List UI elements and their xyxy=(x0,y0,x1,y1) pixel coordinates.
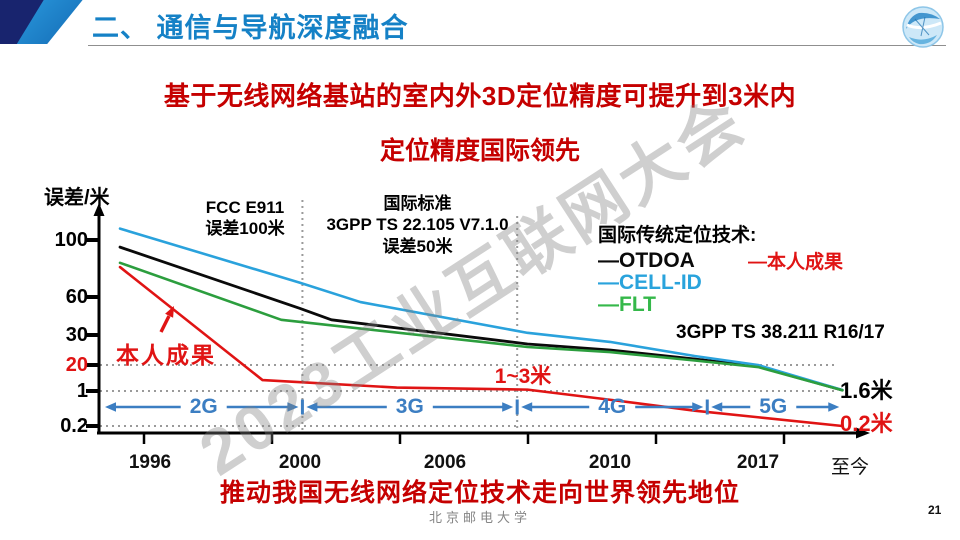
legend-label-otdoa: OTDOA xyxy=(619,249,695,272)
std-line2: 3GPP TS 22.105 V7.1.0 xyxy=(326,215,509,235)
gen-arrowhead-right-icon xyxy=(828,402,840,412)
x-tick-label-2000: 2000 xyxy=(278,452,322,473)
annotation-end-0p2m: 0.2米 xyxy=(840,411,893,436)
annotation-my-result: 本人成果 xyxy=(116,342,216,368)
series-line-FLT xyxy=(118,261,844,392)
legend: 国际传统定位技术: —OTDOA —本人成果 —CELL-ID —FLT 3GP… xyxy=(598,220,918,344)
legend-dash-cellid: — xyxy=(598,271,619,294)
legend-label-cellid: CELL-ID xyxy=(619,271,702,294)
legend-dash-otdoa: — xyxy=(598,249,619,272)
fcc-line2: 误差100米 xyxy=(205,219,285,239)
headline: 基于无线网络基站的室内外3D定位精度可提升到3米内 xyxy=(163,81,797,111)
x-axis-arrow-icon xyxy=(856,427,870,439)
annotation-fcc-e911: FCC E911 误差100米 xyxy=(180,197,310,240)
y-tick-label-0.2: 0.2 xyxy=(60,415,88,437)
x-tick-label-2006: 2006 xyxy=(423,452,467,473)
logo-globe-icon xyxy=(901,5,945,49)
gen-arrowhead-left-icon xyxy=(105,402,116,412)
y-tick-label-60: 60 xyxy=(65,286,88,308)
gen-label-3G: 3G xyxy=(395,395,424,418)
legend-title: 国际传统定位技术: xyxy=(598,225,757,246)
x-tick-label-2017: 2017 xyxy=(736,452,780,473)
x-tick-label-1996: 1996 xyxy=(128,452,172,473)
legend-row-cellid: —CELL-ID xyxy=(598,272,918,294)
gen-arrowhead-right-icon xyxy=(502,402,514,412)
legend-note-3gpp-r16: 3GPP TS 38.211 R16/17 xyxy=(676,322,885,343)
footer-university: 北京邮电大学 xyxy=(428,510,531,525)
legend-label-flt: FLT xyxy=(619,293,656,316)
annotation-range-1-3m: 1~3米 xyxy=(494,365,552,388)
legend-row-my-result: —本人成果 xyxy=(748,252,843,274)
legend-row-otdoa: —OTDOA —本人成果 xyxy=(598,249,918,274)
x-tick-label-2010: 2010 xyxy=(588,452,632,473)
legend-dash-flt: — xyxy=(598,293,619,316)
gen-label-5G: 5G xyxy=(759,395,788,418)
y-tick-label-30: 30 xyxy=(65,324,88,346)
legend-row-flt: —FLT xyxy=(598,294,918,316)
gen-label-2G: 2G xyxy=(189,395,218,418)
slide-number: 21 xyxy=(928,503,942,517)
fcc-line1: FCC E911 xyxy=(205,198,285,217)
annotation-end-1p6m: 1.6米 xyxy=(840,378,893,403)
y-tick-label-100: 100 xyxy=(54,229,88,251)
header-divider xyxy=(88,45,946,46)
gen-arrowhead-left-icon xyxy=(521,402,533,412)
std-line3: 误差50米 xyxy=(382,236,453,256)
subheadline: 定位精度国际领先 xyxy=(379,137,580,165)
gen-arrowhead-right-icon xyxy=(692,402,704,412)
my-result-arrow xyxy=(159,315,171,333)
y-axis-label: 误差/米 xyxy=(44,187,110,209)
y-axis-arrow-icon xyxy=(93,203,105,216)
y-tick-label-1: 1 xyxy=(76,380,88,402)
annotation-3gpp-standard: 国际标准 3GPP TS 22.105 V7.1.0 误差50米 xyxy=(305,193,530,257)
legend-dash-my-result: — xyxy=(748,252,767,273)
x-tick-label-至今: 至今 xyxy=(830,456,869,478)
series-line-CELL-ID xyxy=(118,227,844,392)
my-result-arrowhead-icon xyxy=(165,306,174,318)
gen-label-4G: 4G xyxy=(598,395,627,418)
gen-arrowhead-right-icon xyxy=(287,402,299,412)
series-line-本人成果 xyxy=(118,265,844,428)
legend-label-my-result: 本人成果 xyxy=(767,252,844,273)
y-tick-label-20: 20 xyxy=(65,354,88,376)
gen-arrowhead-left-icon xyxy=(306,402,318,412)
bottom-banner: 推动我国无线网络定位技术走向世界领先地位 xyxy=(219,479,740,507)
header-title: 二、 通信与导航深度融合 xyxy=(92,13,409,43)
gen-arrowhead-left-icon xyxy=(711,402,723,412)
std-line1: 国际标准 xyxy=(383,194,452,213)
